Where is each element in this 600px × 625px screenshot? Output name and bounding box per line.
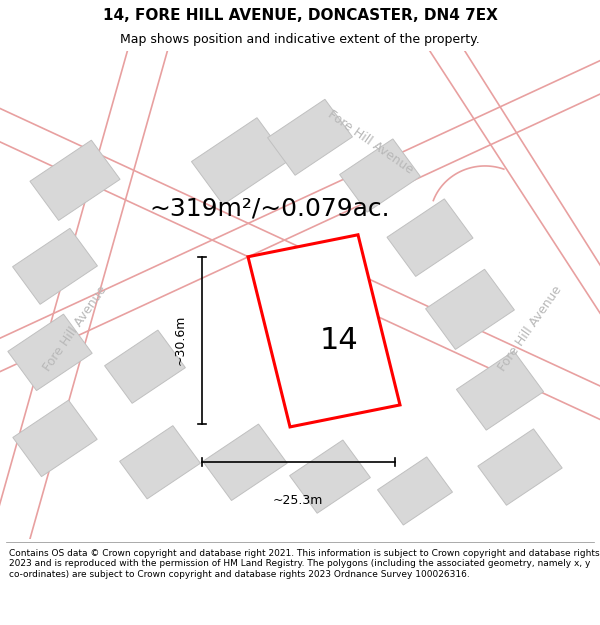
Text: Fore Hill Avenue: Fore Hill Avenue — [496, 283, 565, 374]
Polygon shape — [340, 139, 421, 212]
Polygon shape — [119, 426, 200, 499]
Text: 14: 14 — [320, 326, 358, 355]
Polygon shape — [268, 99, 352, 175]
Polygon shape — [104, 330, 185, 403]
Text: Map shows position and indicative extent of the property.: Map shows position and indicative extent… — [120, 34, 480, 46]
Polygon shape — [191, 118, 289, 204]
Text: ~319m²/~0.079ac.: ~319m²/~0.079ac. — [149, 197, 391, 221]
Text: Fore Hill Avenue: Fore Hill Avenue — [41, 283, 109, 374]
Polygon shape — [290, 440, 370, 513]
Text: Fore Hill Avenue: Fore Hill Avenue — [325, 107, 415, 176]
Polygon shape — [377, 457, 452, 525]
Polygon shape — [425, 269, 514, 349]
Polygon shape — [457, 351, 544, 430]
Polygon shape — [387, 199, 473, 276]
Polygon shape — [478, 429, 562, 505]
Text: ~30.6m: ~30.6m — [173, 315, 187, 365]
Polygon shape — [30, 140, 120, 221]
Polygon shape — [13, 400, 97, 477]
Text: 14, FORE HILL AVENUE, DONCASTER, DN4 7EX: 14, FORE HILL AVENUE, DONCASTER, DN4 7EX — [103, 8, 497, 23]
Polygon shape — [8, 314, 92, 391]
Polygon shape — [203, 424, 287, 501]
Text: ~25.3m: ~25.3m — [273, 494, 323, 507]
Polygon shape — [248, 235, 400, 427]
Polygon shape — [13, 228, 97, 304]
Text: Contains OS data © Crown copyright and database right 2021. This information is : Contains OS data © Crown copyright and d… — [9, 549, 599, 579]
